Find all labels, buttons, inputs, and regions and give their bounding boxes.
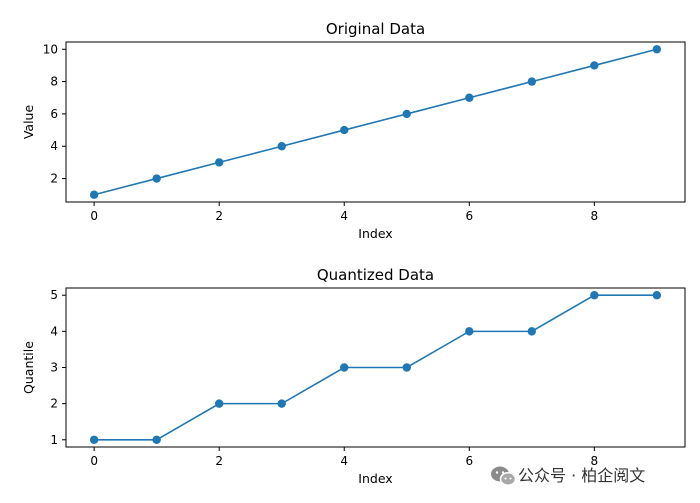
chart1-plot-frame xyxy=(65,287,686,448)
chart1-point-0 xyxy=(89,435,99,444)
chart1-y-tick-label-4: 4 xyxy=(50,324,58,338)
chart1-point-6 xyxy=(465,327,474,336)
chart1-x-tick-label-6: 6 xyxy=(465,454,473,468)
chart0-title: Original Data xyxy=(326,20,425,38)
chart0-point-5 xyxy=(402,109,411,119)
chart-original-data: Original Data 0 2 4 6 8 2 4 6 8 10 Index Value xyxy=(21,20,686,241)
wechat-icon xyxy=(491,466,517,486)
watermark-text: 公众号 · 柏企阅文 xyxy=(518,466,645,485)
chart1-point-2 xyxy=(214,399,224,408)
chart0-point-2 xyxy=(214,158,224,167)
chart0-point-4 xyxy=(340,125,349,135)
chart0-point-0 xyxy=(89,190,99,199)
chart0-point-8 xyxy=(590,61,599,70)
chart1-title: Quantized Data xyxy=(317,266,434,284)
chart0-y-axis-label: Value xyxy=(21,105,36,140)
chart1-point-1 xyxy=(152,435,161,444)
chart1-point-8 xyxy=(590,291,599,300)
chart0-x-tick-label-4: 4 xyxy=(340,209,348,223)
chart1-x-axis-label: Index xyxy=(358,471,392,486)
chart0-y-tick-label-6: 6 xyxy=(50,107,58,121)
chart0-point-9 xyxy=(652,45,662,54)
chart-quantized-data: Quantized Data 0 2 4 6 8 1 2 3 4 5 Index Quantile xyxy=(21,266,686,486)
chart1-x-tick-label-8: 8 xyxy=(591,454,599,468)
chart0-y-tick-label-2: 2 xyxy=(50,172,58,186)
chart1-x-tick-label-2: 2 xyxy=(215,454,223,468)
chart0-x-tick-label-6: 6 xyxy=(465,209,473,223)
chart1-x-tick-label-0: 0 xyxy=(90,454,98,468)
chart1-point-5 xyxy=(402,363,411,372)
chart1-y-tick-label-2: 2 xyxy=(50,397,58,411)
chart0-plot-frame xyxy=(65,41,686,203)
chart0-y-tick-label-8: 8 xyxy=(50,75,58,89)
chart1-y-tick-label-3: 3 xyxy=(50,361,58,375)
chart0-y-tick-label-10: 10 xyxy=(43,42,58,56)
chart1-y-axis-label: Quantile xyxy=(21,341,36,394)
chart1-series-0-line xyxy=(94,294,657,441)
chart0-point-7 xyxy=(527,77,537,86)
chart0-point-3 xyxy=(277,142,286,151)
chart1-x-tick-label-4: 4 xyxy=(340,454,348,468)
chart1-point-4 xyxy=(340,363,349,372)
chart0-point-1 xyxy=(152,174,161,183)
chart1-point-7 xyxy=(527,327,537,336)
chart0-x-tick-label-0: 0 xyxy=(90,209,98,223)
chart0-y-tick-label-4: 4 xyxy=(50,139,58,153)
chart0-series-0-line xyxy=(93,48,658,196)
chart0-x-tick-label-8: 8 xyxy=(591,209,599,223)
chart1-y-tick-label-5: 5 xyxy=(50,288,58,302)
watermark: 公众号 · 柏企阅文 xyxy=(491,466,645,486)
chart1-point-3 xyxy=(277,399,286,408)
chart1-point-9 xyxy=(652,291,662,300)
chart0-x-axis-label: Index xyxy=(358,226,392,241)
chart1-y-tick-label-1: 1 xyxy=(50,433,58,447)
chart0-point-6 xyxy=(465,93,474,102)
chart0-x-tick-label-2: 2 xyxy=(215,209,223,223)
